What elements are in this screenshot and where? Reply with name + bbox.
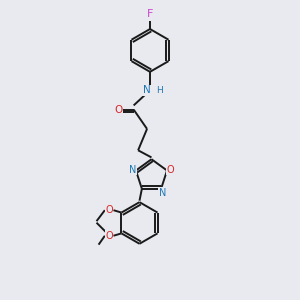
Text: N: N xyxy=(159,188,166,198)
Text: O: O xyxy=(105,205,113,215)
Text: O: O xyxy=(105,231,113,241)
Text: N: N xyxy=(129,165,136,175)
Text: O: O xyxy=(114,105,122,115)
Text: O: O xyxy=(167,165,174,175)
Text: H: H xyxy=(156,86,163,95)
Text: N: N xyxy=(142,85,150,95)
Text: F: F xyxy=(147,9,153,19)
